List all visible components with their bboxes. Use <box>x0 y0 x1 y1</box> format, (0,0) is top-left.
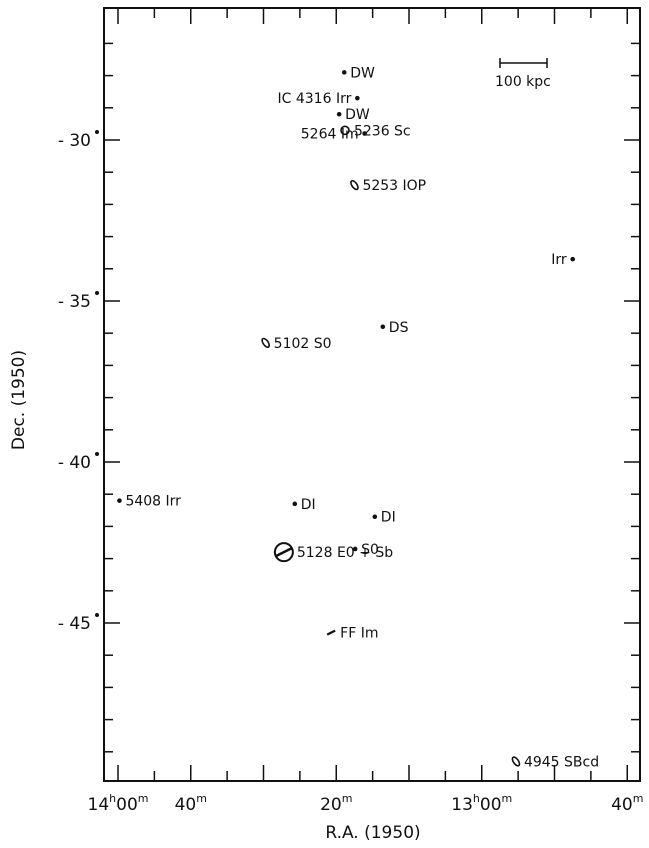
point-label: DW <box>345 107 370 123</box>
point-label: FF Im <box>340 626 378 642</box>
point-label: 5236 Sc <box>354 123 411 139</box>
point-label: IC 4316 Irr <box>278 91 352 107</box>
point-label: 5253 IOP <box>362 178 426 194</box>
tick-marks <box>104 8 640 781</box>
galaxy-circle <box>340 125 350 136</box>
point-label: 5102 S0 <box>274 336 332 352</box>
galaxy-ellipse <box>511 756 521 767</box>
data-points <box>117 70 575 767</box>
point-label: DI <box>301 497 316 513</box>
point-label: DI <box>381 510 396 526</box>
galaxy-dot <box>570 256 575 262</box>
x-tick-label: 14h00m <box>88 792 149 815</box>
x-tick-label: 40m <box>175 792 207 815</box>
galaxy-circle <box>273 542 294 563</box>
galaxy-dot <box>336 111 342 117</box>
y-tick-label: - 40 <box>58 453 91 473</box>
galaxy-dot <box>117 498 122 503</box>
galaxy-dot <box>341 70 347 75</box>
scale-bar: 100 kpc <box>495 58 551 90</box>
point-label: Irr <box>551 252 567 268</box>
point-label: DS <box>389 320 409 336</box>
galaxy-bar <box>275 547 293 558</box>
galaxy-ellipse <box>261 337 271 348</box>
y-tick-label: - 45 <box>58 614 91 634</box>
galaxy-dot <box>355 95 360 101</box>
y-tick-label: - 30 <box>58 131 91 151</box>
galaxy-dot <box>372 514 378 520</box>
scale-bar-label: 100 kpc <box>495 74 551 90</box>
galaxy-dot <box>352 546 358 552</box>
x-tick-label: 40m <box>611 792 643 815</box>
y-tick-label: - 35 <box>58 292 91 312</box>
tick-labels: 14h00m 40m 20m 13h00m 40m - 30 - 35 - 40 - 45 <box>58 130 643 815</box>
degree-mark <box>95 452 99 456</box>
x-tick-label: 20m <box>320 792 352 815</box>
point-label: 5128 E0 + Sb <box>297 545 393 561</box>
galaxy-dot <box>362 131 367 136</box>
point-label: S0 <box>361 542 379 558</box>
point-label: DW <box>350 65 375 81</box>
degree-mark <box>95 130 99 134</box>
galaxy-dot <box>380 324 386 330</box>
x-axis-title: R.A. (1950) <box>325 823 420 843</box>
degree-mark <box>95 291 99 295</box>
point-label: 4945 SBcd <box>524 754 599 770</box>
x-tick-label: 13h00m <box>451 792 512 815</box>
y-axis-title: Dec. (1950) <box>9 350 29 450</box>
point-label: 5408 Irr <box>125 494 181 510</box>
point-label: 5264 Im <box>301 127 359 143</box>
degree-mark <box>95 613 99 617</box>
galaxy-dash <box>326 629 336 636</box>
galaxy-dot <box>292 501 298 507</box>
galaxy-ellipse <box>350 179 359 191</box>
